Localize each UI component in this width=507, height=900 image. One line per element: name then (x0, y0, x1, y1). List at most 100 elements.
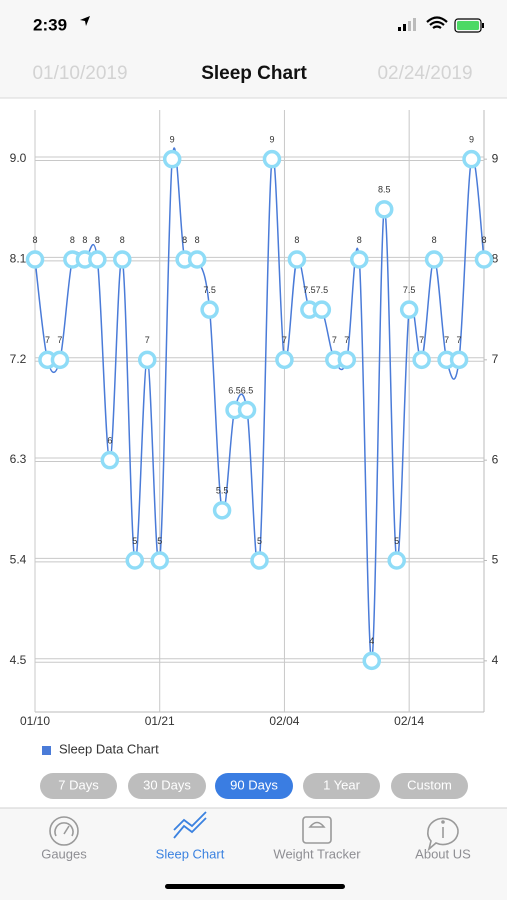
screen-title: Sleep Chart (201, 63, 307, 84)
data-point[interactable] (125, 551, 145, 570)
data-point[interactable] (337, 350, 357, 370)
tab-label[interactable]: About US (415, 846, 471, 861)
sleep-chart-icon (173, 811, 207, 839)
legend-swatch (42, 746, 51, 755)
data-label: 7 (332, 335, 337, 345)
data-label: 7.5 (203, 285, 216, 295)
data-point[interactable] (399, 300, 419, 319)
range-button[interactable] (215, 773, 293, 799)
data-label: 8.5 (378, 185, 391, 195)
data-label: 5 (257, 536, 262, 546)
home-indicator (165, 884, 345, 889)
data-label: 8 (32, 235, 37, 245)
data-point[interactable] (462, 149, 481, 169)
range-button-label[interactable]: Custom (407, 777, 452, 792)
data-label: 8 (70, 235, 75, 245)
range-button-label[interactable]: 30 Days (143, 777, 191, 792)
range-button[interactable] (303, 773, 380, 799)
data-point[interactable] (150, 551, 169, 570)
legend-label: Sleep Data Chart (59, 741, 159, 756)
data-label: 7 (45, 335, 50, 345)
battery-icon (454, 18, 484, 33)
data-point[interactable] (88, 250, 107, 269)
y-tick-label: 6.3 (10, 452, 27, 466)
data-label: 8 (82, 235, 87, 245)
data-point[interactable] (212, 501, 232, 520)
data-label: 8 (182, 235, 187, 245)
data-point[interactable] (287, 250, 307, 269)
y2-tick-label: 4 (492, 653, 499, 667)
data-label: 5 (132, 536, 137, 546)
status-time: 2:39 (33, 15, 67, 34)
x-tick-label: 01/10 (20, 714, 50, 728)
data-point[interactable] (449, 350, 469, 370)
data-label: 8 (95, 235, 100, 245)
data-point[interactable] (412, 350, 431, 370)
y-tick-label: 7.2 (10, 352, 27, 366)
tab-label[interactable]: Weight Tracker (273, 846, 361, 861)
tab-label[interactable]: Gauges (41, 846, 87, 861)
y-tick-label: 4.5 (10, 653, 27, 667)
data-label: 8 (357, 235, 362, 245)
range-buttons: 7 Days 30 Days 90 Days 1 Year Custom (40, 773, 468, 799)
range-button-label[interactable]: 1 Year (323, 777, 361, 792)
start-date[interactable]: 01/10/2019 (32, 63, 127, 84)
data-label: 6 (107, 436, 112, 446)
data-point[interactable] (200, 300, 219, 319)
data-label: 7.5 (303, 285, 316, 295)
data-point[interactable] (374, 200, 394, 219)
data-label: 5 (157, 536, 162, 546)
data-point[interactable] (138, 350, 157, 370)
data-label: 7 (57, 335, 62, 345)
range-button-label[interactable]: 90 Days (230, 777, 278, 792)
data-label: 8 (432, 235, 437, 245)
data-point[interactable] (362, 651, 381, 671)
data-label: 7 (419, 335, 424, 345)
data-label: 7 (444, 335, 449, 345)
range-button-label[interactable]: 7 Days (58, 777, 99, 792)
data-point[interactable] (424, 250, 444, 269)
data-point[interactable] (187, 250, 207, 269)
data-label: 7.5 (403, 285, 416, 295)
data-point[interactable] (350, 250, 369, 269)
tab-label[interactable]: Sleep Chart (156, 846, 225, 861)
gauges-icon (49, 816, 79, 846)
data-point[interactable] (100, 450, 120, 470)
data-label: 7 (457, 335, 462, 345)
weight-icon (302, 816, 332, 844)
y2-tick-label: 5 (492, 553, 499, 567)
data-label: 8 (294, 235, 299, 245)
data-label: 7 (145, 335, 150, 345)
y2-tick-label: 9 (492, 151, 499, 165)
data-point[interactable] (162, 149, 182, 169)
x-tick-label: 02/14 (394, 714, 424, 728)
range-button[interactable] (128, 773, 206, 799)
data-label: 7 (282, 335, 287, 345)
y-tick-label: 5.4 (10, 553, 27, 567)
data-point[interactable] (275, 350, 294, 370)
data-point[interactable] (25, 250, 45, 269)
signal-icon (398, 18, 416, 31)
data-label: 6.5 (228, 385, 241, 395)
chart: 4.5 5.4 6.3 7.2 8.1 9.0 4 5 6 7 8 9 01/10 01/21 02/04 0… (10, 110, 499, 756)
range-button[interactable] (391, 773, 468, 799)
data-point[interactable] (50, 350, 70, 370)
y2-tick-label: 6 (492, 452, 499, 466)
data-point[interactable] (237, 400, 257, 420)
y2-tick-label: 7 (492, 352, 499, 366)
data-point[interactable] (474, 250, 494, 269)
sleep-line (34, 147, 485, 662)
data-point[interactable] (262, 149, 282, 169)
data-point[interactable] (250, 551, 269, 570)
x-tick-label: 02/04 (269, 714, 299, 728)
range-button[interactable] (40, 773, 117, 799)
data-label: 9 (469, 135, 474, 145)
data-point[interactable] (387, 551, 406, 570)
end-date[interactable]: 02/24/2019 (377, 63, 472, 84)
y2-tick-label: 8 (492, 252, 499, 266)
data-point[interactable] (113, 250, 132, 269)
data-point[interactable] (312, 300, 332, 319)
data-label: 4 (369, 636, 374, 646)
